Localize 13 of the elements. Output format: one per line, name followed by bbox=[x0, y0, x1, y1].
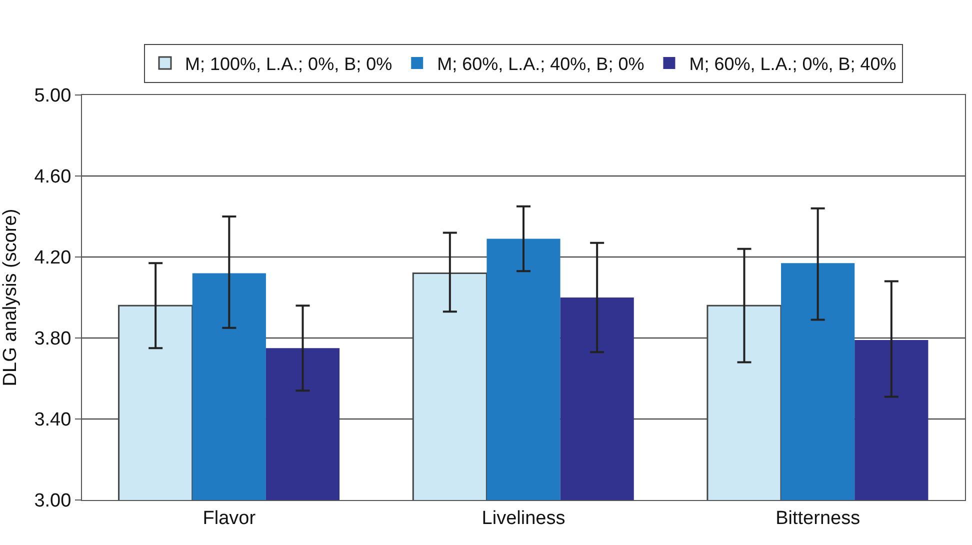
y-axis-title: DLG analysis (score) bbox=[0, 208, 21, 386]
y-tick-label: 4.60 bbox=[34, 166, 72, 188]
legend-label: M; 60%, L.A.; 40%, B; 0% bbox=[437, 54, 644, 74]
x-tick-label: Liveliness bbox=[482, 508, 566, 529]
legend-label: M; 60%, L.A.; 0%, B; 40% bbox=[689, 54, 896, 74]
y-tick-label: 3.80 bbox=[34, 328, 72, 350]
y-tick-label: 4.20 bbox=[34, 248, 72, 269]
legend-label: M; 100%, L.A.; 0%, B; 0% bbox=[185, 54, 392, 74]
x-tick-label: Bitterness bbox=[776, 508, 860, 529]
y-tick-label: 3.00 bbox=[34, 490, 72, 512]
x-tick-label: Flavor bbox=[202, 508, 256, 529]
y-tick-label: 5.00 bbox=[34, 86, 72, 107]
y-tick-label: 3.40 bbox=[34, 410, 72, 431]
